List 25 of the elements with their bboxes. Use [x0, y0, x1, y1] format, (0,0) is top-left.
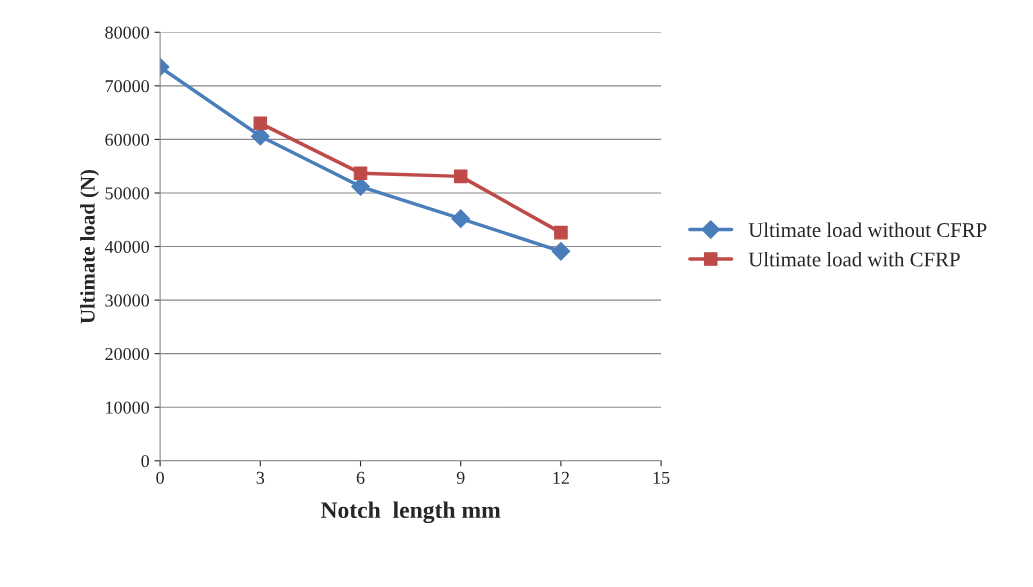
y-tick-label: 60000: [105, 133, 150, 146]
y-tick-label: 10000: [106, 401, 150, 414]
y-axis-title: Ultimate load (N): [80, 169, 99, 324]
point: [353, 166, 368, 180]
y-tick-label: 50000: [105, 187, 150, 200]
point: [554, 225, 568, 240]
x-axis-title: Notch length mm: [320, 501, 501, 524]
legend-label: Ultimate load without CFRP: [748, 222, 987, 238]
y-tick-label: 20000: [105, 347, 150, 361]
x-tick-label: 15: [653, 471, 670, 484]
x-tick-label: 6: [356, 471, 365, 484]
y-tick-label: 0: [141, 455, 150, 468]
y-tick-label: 70000: [105, 80, 150, 93]
x-tick-label: 3: [256, 471, 265, 484]
x-tick-label: 0: [156, 471, 164, 484]
x-tick-label: 9: [456, 471, 465, 484]
point: [453, 169, 468, 184]
legend-label: Ultimate load with CFRP: [748, 251, 960, 267]
y-tick-label: 30000: [105, 294, 150, 307]
point: [551, 242, 571, 261]
point: [451, 209, 471, 229]
y-tick-label: 40000: [104, 240, 150, 253]
x-tick-label: 12: [553, 471, 569, 484]
y-tick-label: 80000: [105, 26, 150, 39]
point: [253, 116, 268, 131]
